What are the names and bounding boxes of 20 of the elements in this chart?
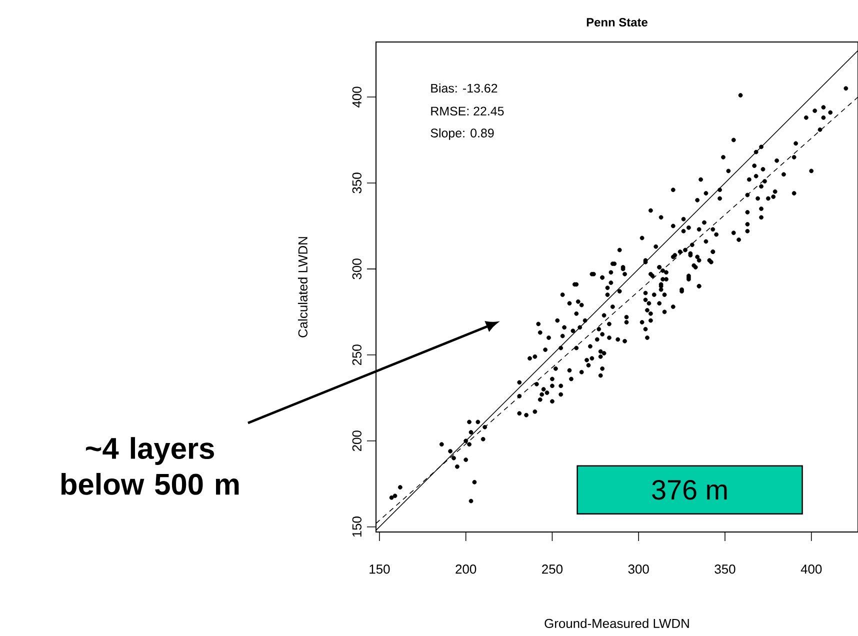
y-tick-label: 400: [352, 86, 362, 108]
y-axis-title: Calculated LWDN: [298, 237, 308, 338]
x-tick-label: 250: [542, 564, 563, 574]
y-tick-label: 200: [352, 430, 362, 452]
text: ~4 layers below 500 m: [61, 437, 239, 495]
annotation: RMSE: 22.45: [431, 106, 504, 116]
x-tick-label: 200: [456, 564, 476, 574]
x-tick-label: 150: [370, 564, 390, 574]
chart-title: Penn State: [586, 18, 648, 26]
annotation: Bias: -13.62: [431, 83, 498, 93]
annotation: 376 m: [652, 480, 727, 500]
y-tick-label: 150: [352, 516, 362, 537]
x-tick-label: 400: [800, 564, 822, 574]
y-tick-label: 350: [352, 172, 362, 194]
y-tick-label: 300: [352, 258, 362, 280]
annotation: Slope: 0.89: [430, 128, 494, 140]
y-tick-label: 250: [352, 344, 362, 366]
x-tick-label: 300: [628, 564, 649, 574]
x-axis-title: Ground-Measured LWDN: [544, 618, 689, 628]
x-tick-label: 350: [714, 564, 736, 574]
